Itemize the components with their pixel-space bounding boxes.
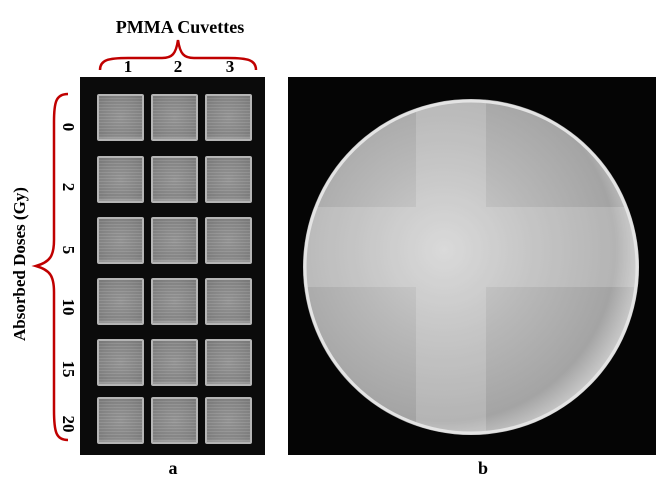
- row-label-15: 15: [59, 360, 78, 378]
- cuvette-r4-c1: [97, 278, 144, 325]
- cuvette-r1-c3: [205, 94, 252, 141]
- cuvette-r3-c2: [151, 217, 198, 264]
- cuvette-r6-c1: [97, 397, 144, 444]
- column-label-1: 1: [123, 57, 133, 76]
- column-label-3: 3: [225, 57, 235, 76]
- cuvette-r5-c1: [97, 339, 144, 386]
- cuvette-r5-c3: [205, 339, 252, 386]
- row-label-5: 5: [59, 245, 78, 255]
- phantom-disc: [303, 99, 639, 435]
- row-label-0: 0: [59, 122, 78, 132]
- cuvette-r1-c1: [97, 94, 144, 141]
- row-label-10: 10: [59, 298, 78, 316]
- panel-b-label: b: [477, 458, 488, 478]
- panel-b-image: [288, 77, 656, 455]
- cuvette-r6-c3: [205, 397, 252, 444]
- absorbed-doses-axis-label: Absorbed Doses (Gy): [10, 187, 29, 341]
- column-label-2: 2: [173, 57, 183, 76]
- figure-title: PMMA Cuvettes: [115, 17, 245, 37]
- row-label-2: 2: [59, 182, 78, 192]
- cuvette-r6-c2: [151, 397, 198, 444]
- panel-a-label: a: [168, 458, 178, 478]
- rows-brace: [31, 92, 69, 442]
- cuvette-r5-c2: [151, 339, 198, 386]
- cuvette-r1-c2: [151, 94, 198, 141]
- cuvette-r2-c1: [97, 156, 144, 203]
- cuvette-r3-c3: [205, 217, 252, 264]
- cuvette-r4-c3: [205, 278, 252, 325]
- panel-a-image: [80, 77, 265, 455]
- columns-brace: [98, 39, 258, 71]
- cuvette-r4-c2: [151, 278, 198, 325]
- cuvette-r3-c1: [97, 217, 144, 264]
- cuvette-r2-c2: [151, 156, 198, 203]
- cuvette-r2-c3: [205, 156, 252, 203]
- row-label-20: 20: [59, 415, 78, 433]
